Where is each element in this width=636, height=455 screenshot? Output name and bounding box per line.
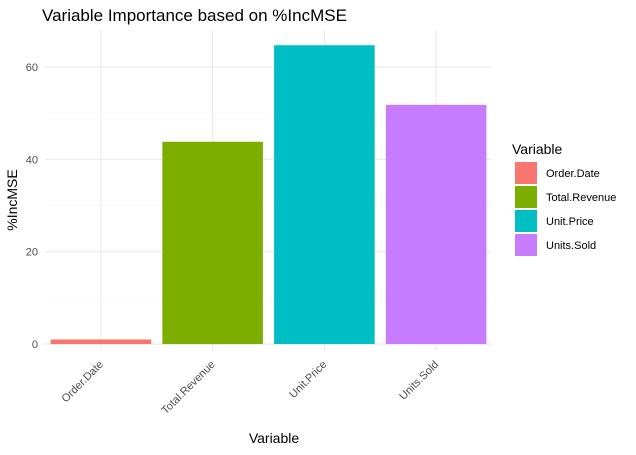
x-axis-ticks: Order.Date Total.Revenue Unit.Price Units.S… [59, 359, 441, 417]
y-axis-ticks: 0 20 40 60 [26, 62, 38, 351]
y-tick-label: 60 [26, 62, 38, 74]
bar-units-sold [385, 104, 487, 345]
legend-label: Order.Date [546, 168, 600, 180]
x-axis-title: Variable [249, 430, 300, 446]
legend-key [515, 234, 537, 256]
x-tick-label: Order.Date [59, 359, 106, 406]
legend-label: Units.Sold [546, 240, 596, 252]
legend-items: Order.Date Total.Revenue Unit.Price Units.S… [515, 162, 616, 256]
bar-unit-price [274, 45, 375, 345]
y-tick-label: 0 [32, 339, 38, 351]
legend-key [515, 162, 537, 184]
x-tick-label: Units.Sold [397, 359, 441, 403]
y-tick-label: 40 [26, 154, 38, 166]
y-tick-label: 20 [26, 247, 38, 259]
chart-title: Variable Importance based on %IncMSE [42, 6, 347, 25]
legend: Variable Order.Date Total.Revenue Unit.Pri… [512, 141, 616, 256]
bar-order-date [50, 339, 152, 345]
legend-title: Variable [512, 141, 563, 157]
bar-total-revenue [162, 141, 263, 345]
y-axis-title: %IncMSE [4, 169, 20, 230]
bars [50, 45, 487, 345]
x-tick-label: Total.Revenue [160, 359, 218, 417]
x-tick-label: Unit.Price [287, 359, 329, 401]
legend-label: Total.Revenue [546, 192, 616, 204]
legend-label: Unit.Price [546, 216, 594, 228]
legend-key [515, 186, 537, 208]
legend-key [515, 210, 537, 232]
